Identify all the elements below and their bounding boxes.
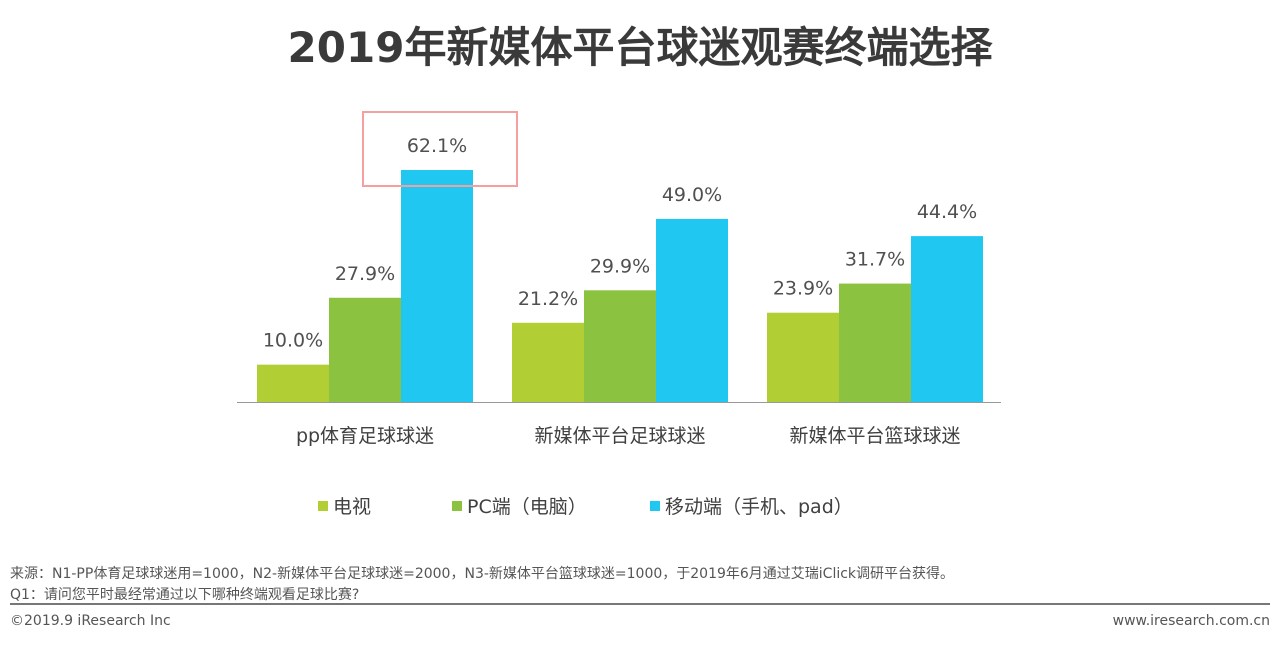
bar [257, 364, 329, 402]
data-label: 29.9% [590, 255, 650, 277]
data-label: 27.9% [335, 263, 395, 285]
source-note: 来源：N1-PP体育足球球迷用=1000，N2-新媒体平台足球球迷=2000，N… [10, 566, 955, 582]
legend-swatch [452, 500, 462, 511]
bar [656, 218, 728, 402]
highlight-box [362, 111, 518, 187]
legend-label: PC端（电脑） [467, 496, 587, 518]
bar [401, 170, 473, 402]
bar [767, 312, 839, 402]
bar-chart: 10.0% 27.9% 62.1% pp体育足球球迷 21.2% 29.9% 49.0% 新媒… [237, 111, 1001, 447]
data-label: 10.0% [263, 330, 323, 352]
bar [512, 322, 584, 402]
category-label: 新媒体平台足球球迷 [534, 425, 705, 447]
copyright: ©2019.9 iResearch Inc [10, 613, 171, 629]
bar [839, 283, 911, 402]
category-label: pp体育足球球迷 [296, 425, 434, 447]
data-label: 21.2% [518, 288, 578, 310]
data-label: 62.1% [407, 135, 467, 157]
category-label: 新媒体平台篮球球迷 [789, 425, 960, 447]
data-label: 31.7% [845, 249, 905, 271]
bar [584, 290, 656, 402]
website-link[interactable]: www.iresearch.com.cn [1112, 613, 1270, 629]
data-label: 49.0% [662, 184, 722, 206]
legend-swatch [318, 500, 328, 511]
chart-title: 2019年新媒体平台球迷观赛终端选择 [287, 23, 993, 72]
bar [329, 297, 401, 402]
legend-swatch [650, 500, 660, 511]
survey-question: Q1：请问您平时最经常通过以下哪种终端观看足球比赛? [10, 587, 360, 603]
legend-item-tv: 电视 [318, 492, 371, 519]
footer-divider [10, 603, 1270, 605]
legend-item-pc: PC端（电脑） [452, 492, 587, 519]
bar [911, 236, 983, 402]
legend-item-mobile: 移动端（手机、pad） [650, 492, 853, 519]
data-label: 23.9% [773, 278, 833, 300]
legend-label: 电视 [333, 496, 372, 518]
legend-label: 移动端（手机、pad） [665, 496, 853, 518]
data-label: 44.4% [917, 201, 977, 223]
